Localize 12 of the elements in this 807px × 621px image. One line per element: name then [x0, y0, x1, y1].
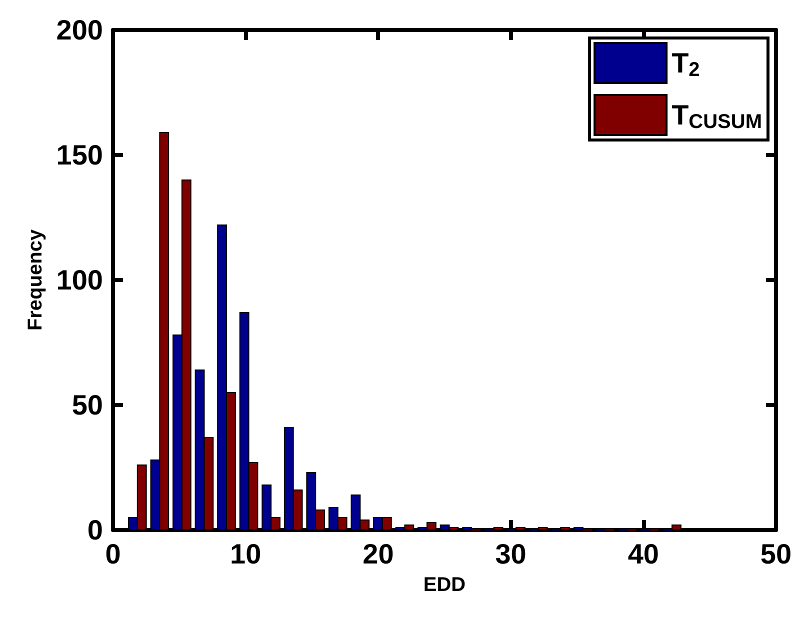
y-axis-title: Frequency: [24, 228, 46, 331]
y-tick-label: 100: [56, 264, 103, 296]
y-tick-label: 0: [87, 514, 103, 546]
x-tick-label: 10: [230, 538, 262, 570]
x-tick-label: 20: [362, 538, 394, 570]
x-tick-label: 40: [628, 538, 659, 570]
x-tick-label: 30: [495, 538, 526, 570]
y-tick-label: 150: [56, 140, 103, 170]
x-tick-label: 50: [760, 538, 792, 570]
y-tick-label: 50: [72, 390, 103, 420]
y-tick-label: 200: [56, 14, 103, 46]
x-axis-title: EDD: [423, 574, 466, 596]
